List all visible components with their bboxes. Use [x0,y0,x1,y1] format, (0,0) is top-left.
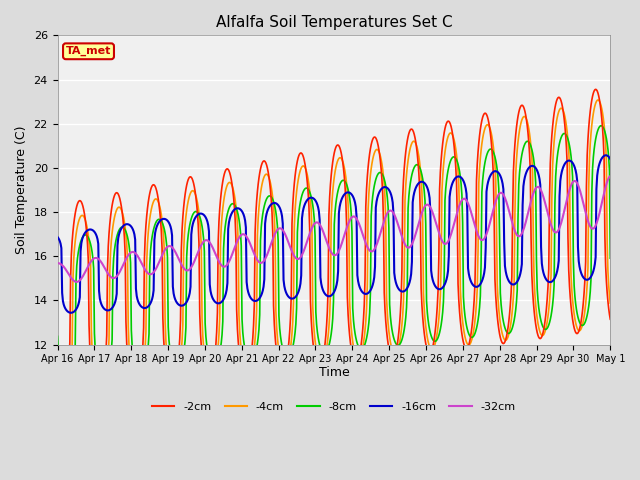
Y-axis label: Soil Temperature (C): Soil Temperature (C) [15,126,28,254]
Title: Alfalfa Soil Temperatures Set C: Alfalfa Soil Temperatures Set C [216,15,452,30]
X-axis label: Time: Time [319,366,349,379]
Text: TA_met: TA_met [66,46,111,57]
Legend: -2cm, -4cm, -8cm, -16cm, -32cm: -2cm, -4cm, -8cm, -16cm, -32cm [148,397,520,416]
